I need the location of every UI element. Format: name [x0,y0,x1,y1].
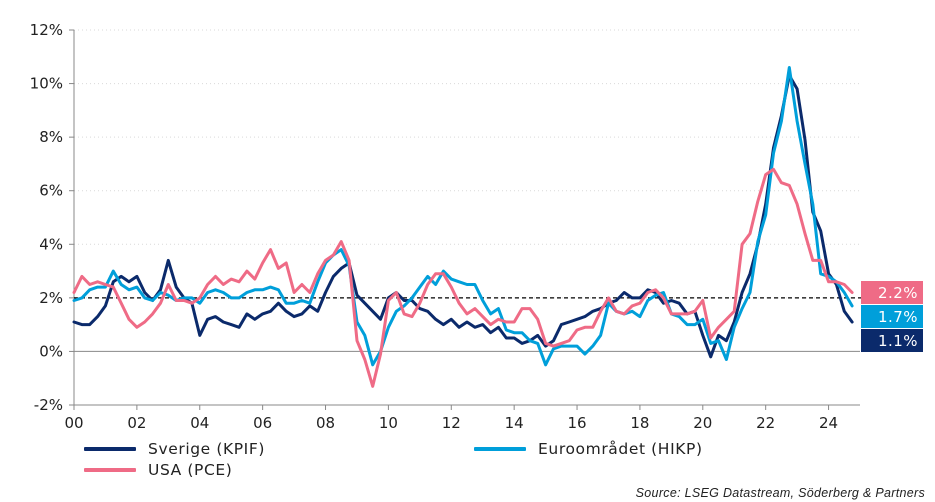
chart: -2% 0% 2% 4% 6% 8% 10% 12% 00 02 04 06 08 10 12 14 16 18… [30,21,923,432]
series-lines [72,66,854,388]
y-tick-label: 4% [39,235,63,253]
legend-item-sverige: Sverige (KPIF) [84,440,265,458]
legend-swatch-sverige [84,447,136,451]
y-tick-label: 6% [39,182,63,200]
series-line-1 [72,66,854,367]
legend-swatch-euroomradet [474,447,526,451]
end-label-box [861,281,923,304]
series-line-0 [72,74,854,359]
y-tick-label: 8% [39,128,63,146]
end-value-labels: 2.2% 1.7% 1.1% [861,281,923,352]
y-tick-label: 2% [39,289,63,307]
x-tick-label: 08 [316,414,335,432]
end-label-text: 1.7% [878,308,918,326]
legend-label-sverige: Sverige (KPIF) [148,440,266,458]
legend-item-usa: USA (PCE) [84,461,232,479]
x-tick-label: 18 [630,414,649,432]
x-tick-label: 02 [127,414,146,432]
legend: Sverige (KPIF) Euroområdet (HIKP) USA (P… [0,436,935,486]
end-label-text: 2.2% [878,284,918,302]
x-tick-label: 10 [379,414,398,432]
x-tick-label: 12 [442,414,461,432]
y-tick-label: 12% [30,21,63,39]
gridlines [74,29,860,406]
x-tick-label: 20 [693,414,712,432]
y-tick-label: -2% [34,396,63,414]
x-tick-label: 06 [253,414,272,432]
series-line-2 [72,167,854,388]
y-tick-label: 10% [30,75,63,93]
y-axis-ticks: -2% 0% 2% 4% 6% 8% 10% 12% [30,21,74,414]
legend-label-euroomradet: Euroområdet (HIKP) [538,440,703,458]
x-tick-label: 22 [756,414,775,432]
legend-label-usa: USA (PCE) [148,461,233,479]
end-label-box [861,305,923,328]
y-tick-label: 0% [39,342,63,360]
legend-item-euroomradet: Euroområdet (HIKP) [474,440,703,458]
x-tick-label: 16 [567,414,586,432]
x-tick-label: 24 [819,414,838,432]
legend-swatch-usa [84,468,136,472]
x-axis-ticks: 00 02 04 06 08 10 12 14 16 18 20 22 24 [64,405,838,432]
end-label-text: 1.1% [878,332,918,350]
end-label-box [861,329,923,352]
x-tick-label: 14 [505,414,524,432]
x-tick-label: 04 [190,414,209,432]
source-note: Source: LSEG Datastream, Söderberg & Par… [635,486,925,500]
x-tick-label: 00 [64,414,83,432]
